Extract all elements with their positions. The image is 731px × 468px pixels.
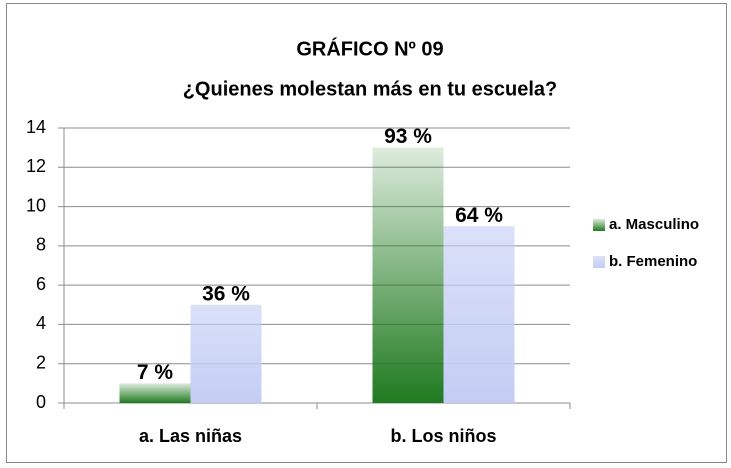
y-tick-label: 12 [26,156,46,176]
chart-border [6,3,727,463]
y-tick-label: 2 [36,352,46,372]
chart-subtitle: ¿Quienes molestan más en tu escuela? [183,78,558,100]
y-tick-label: 8 [36,235,46,255]
y-tick-label: 6 [36,274,46,294]
x-tick-label: a. Las niñas [139,426,242,446]
legend-label: b. Femenino [609,253,697,270]
percent-label: 64 % [455,204,503,227]
legend-label: a. Masculino [609,216,699,233]
percent-label: 93 % [384,125,432,148]
x-tick-label: b. Los niños [391,426,497,446]
legend-swatch [593,256,605,268]
percent-label: 7 % [137,361,174,384]
chart-title: GRÁFICO Nº 09 [296,37,443,60]
y-tick-label: 10 [26,195,46,215]
y-tick-label: 14 [26,117,46,137]
bar [119,383,191,403]
y-tick-label: 0 [36,392,46,412]
y-tick-label: 4 [36,313,46,333]
bar [372,147,444,403]
percent-label: 36 % [202,282,250,305]
bar [190,304,262,403]
bar [443,226,515,403]
legend-swatch [593,219,605,231]
